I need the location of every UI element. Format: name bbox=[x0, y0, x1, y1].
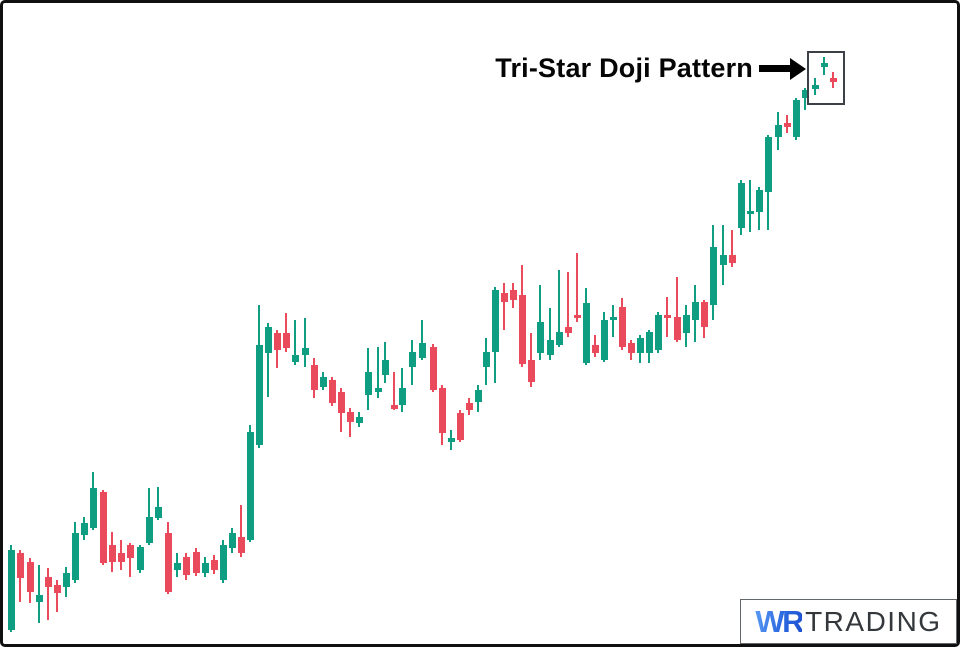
pattern-highlight-box bbox=[807, 51, 845, 105]
arrow-right-icon bbox=[759, 65, 791, 72]
wr-trading-logo: WR TRADING bbox=[740, 599, 957, 644]
arrow-right-icon-head bbox=[790, 57, 806, 80]
logo-wr-text: WR bbox=[755, 603, 804, 639]
logo-trading-text: TRADING bbox=[805, 605, 942, 637]
pattern-annotation-label: Tri-Star Doji Pattern bbox=[495, 53, 753, 83]
